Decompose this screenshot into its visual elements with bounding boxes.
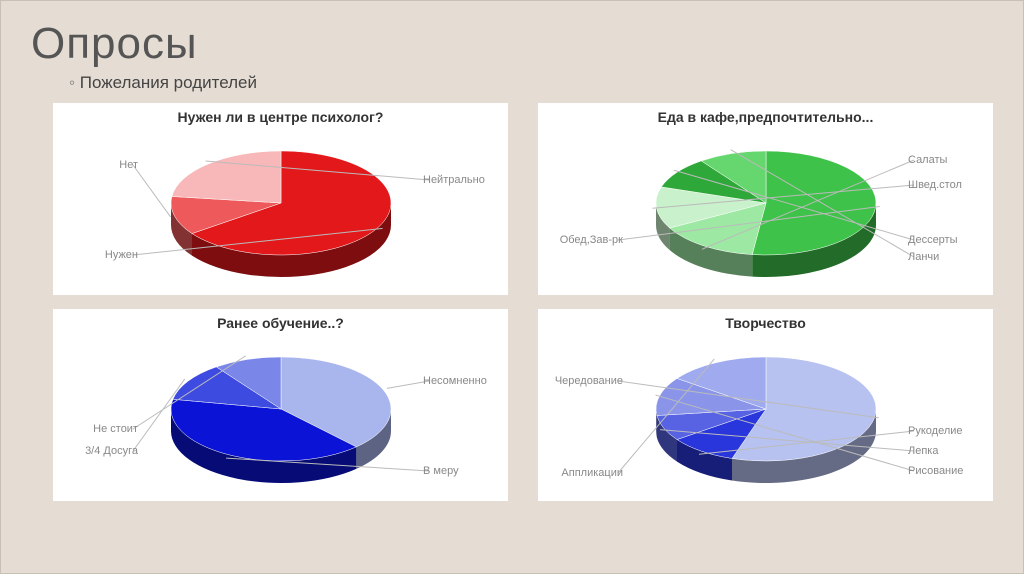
slice-label: Рисование	[908, 465, 963, 477]
slice-label: Рукоделие	[908, 425, 963, 437]
slice-label: Дессерты	[908, 234, 958, 246]
slice-label: Аппликации	[561, 467, 623, 479]
slice-label: Салаты	[908, 154, 947, 166]
slice-label: 3/4 Досуга	[85, 445, 138, 457]
slice-label: Нейтрально	[423, 174, 485, 186]
chart-title: Творчество	[538, 309, 993, 331]
charts-grid: Нужен ли в центре психолог? Нужен Нет Нейтр…	[53, 103, 993, 501]
slice-label: Чередование	[555, 375, 623, 387]
slice-label: Нет	[119, 159, 138, 171]
page-title: Опросы	[31, 19, 993, 69]
chart-card-psych: Нужен ли в центре психолог? Нужен Нет Нейтр…	[53, 103, 508, 295]
slice-label: В меру	[423, 465, 459, 477]
pie-wrap: Обед,Зав-рк Салаты Швед.стол Дессерты Ланчи	[538, 125, 993, 295]
slice-label: Нужен	[105, 249, 138, 261]
chart-title: Еда в кафе,предпочтительно...	[538, 103, 993, 125]
pie-psych	[61, 125, 501, 295]
chart-card-food: Еда в кафе,предпочтительно...Обед,Зав-рк…	[538, 103, 993, 295]
slide: Опросы Пожелания родителей Нужен ли в це…	[0, 0, 1024, 574]
slice-label: Швед.стол	[908, 179, 962, 191]
chart-card-art: Творчество Чередование Рукоделие Лепка Рисов…	[538, 309, 993, 501]
slice-label: Несомненно	[423, 375, 487, 387]
pie-wrap: Нужен Нет Нейтрально	[53, 125, 508, 295]
pie-wrap: Чередование Рукоделие Лепка Рисование Апплик…	[538, 331, 993, 501]
slice-label: Ланчи	[908, 251, 939, 263]
chart-title: Ранее обучение..?	[53, 309, 508, 331]
chart-card-learn: Ранее обучение..? Несомненно В меру 3/4 Дос…	[53, 309, 508, 501]
slice-label: Лепка	[908, 445, 938, 457]
pie-food	[546, 125, 986, 295]
slice-label: Не стоит	[93, 423, 138, 435]
pie-wrap: Несомненно В меру 3/4 Досуга Не стоит	[53, 331, 508, 501]
subtitle: Пожелания родителей	[69, 73, 993, 93]
slice-label: Обед,Зав-рк	[560, 234, 623, 246]
chart-title: Нужен ли в центре психолог?	[53, 103, 508, 125]
